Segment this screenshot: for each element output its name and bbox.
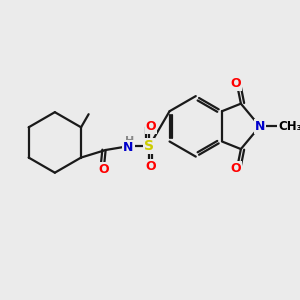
- Text: S: S: [144, 139, 154, 153]
- Text: O: O: [230, 162, 241, 176]
- Text: O: O: [230, 77, 241, 90]
- Text: H: H: [125, 136, 134, 146]
- Text: N: N: [255, 120, 265, 133]
- Text: O: O: [146, 160, 156, 172]
- Text: O: O: [146, 120, 156, 133]
- Text: CH₃: CH₃: [278, 120, 300, 133]
- Text: N: N: [123, 141, 134, 154]
- Text: O: O: [98, 164, 109, 176]
